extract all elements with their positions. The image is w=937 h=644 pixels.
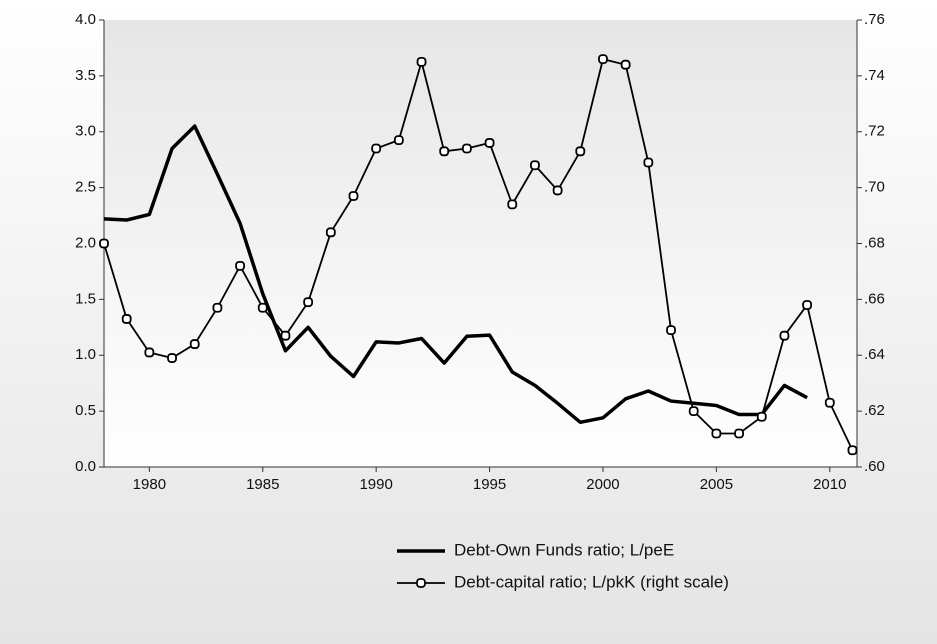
marker <box>99 238 109 249</box>
y2-tick-label: .70 <box>864 179 885 196</box>
x-tick-label: 1985 <box>246 476 279 493</box>
y-tick-label: 4.0 <box>75 11 96 28</box>
y-tick-label: 1.0 <box>75 346 96 363</box>
marker <box>688 406 699 417</box>
marker <box>439 146 450 157</box>
marker <box>235 260 245 271</box>
x-tick-label: 1995 <box>473 476 506 493</box>
marker <box>847 445 858 456</box>
y2-tick-label: .72 <box>864 123 885 140</box>
x-tick-label: 2005 <box>700 476 733 493</box>
marker <box>167 353 177 363</box>
series-line <box>103 58 854 451</box>
marker <box>212 302 223 313</box>
y2-tick-label: .62 <box>864 402 885 419</box>
marker <box>802 300 813 310</box>
x-tick-label: 2010 <box>813 476 846 493</box>
marker <box>303 297 314 308</box>
y-tick-label: 3.0 <box>75 123 96 140</box>
marker <box>552 185 563 196</box>
marker <box>711 428 722 439</box>
legend-label: Debt-Own Funds ratio; L/peE <box>454 540 674 559</box>
marker <box>416 57 427 67</box>
y-tick-label: 0.5 <box>75 402 96 419</box>
y-tick-label: 1.5 <box>75 290 96 307</box>
marker <box>461 143 472 154</box>
x-tick-label: 1990 <box>359 476 392 493</box>
y2-tick-label: .66 <box>864 290 885 307</box>
marker <box>666 325 676 336</box>
y2-tick-label: .60 <box>864 458 885 475</box>
y2-tick-label: .64 <box>864 346 885 363</box>
y2-tick-label: .68 <box>864 234 885 251</box>
marker <box>575 146 586 157</box>
marker <box>280 330 291 341</box>
series-line <box>103 124 808 425</box>
y-tick-label: 2.5 <box>75 179 96 196</box>
marker <box>507 199 518 210</box>
y2-tick-label: .74 <box>864 67 885 84</box>
marker <box>257 302 268 313</box>
marker <box>325 227 336 238</box>
y-tick-label: 3.5 <box>75 67 96 84</box>
marker <box>121 314 132 324</box>
marker <box>756 411 767 422</box>
marker <box>824 397 835 408</box>
marker <box>620 59 631 70</box>
legend-label: Debt-capital ratio; L/pkK (right scale) <box>454 572 729 591</box>
marker <box>144 347 155 358</box>
marker <box>371 143 382 154</box>
x-tick-label: 2000 <box>586 476 619 493</box>
x-tick-label: 1980 <box>133 476 166 493</box>
y-tick-label: 2.0 <box>75 234 96 251</box>
marker <box>734 428 744 439</box>
y-tick-label: 0.0 <box>75 458 96 475</box>
marker <box>484 138 495 148</box>
plot-area <box>104 20 857 467</box>
marker <box>348 191 359 201</box>
legend-marker <box>416 578 426 588</box>
marker <box>779 330 790 341</box>
marker <box>643 157 654 168</box>
y2-tick-label: .76 <box>864 11 885 28</box>
marker <box>393 135 404 146</box>
marker <box>530 160 540 171</box>
marker <box>189 339 200 349</box>
marker <box>598 54 608 65</box>
